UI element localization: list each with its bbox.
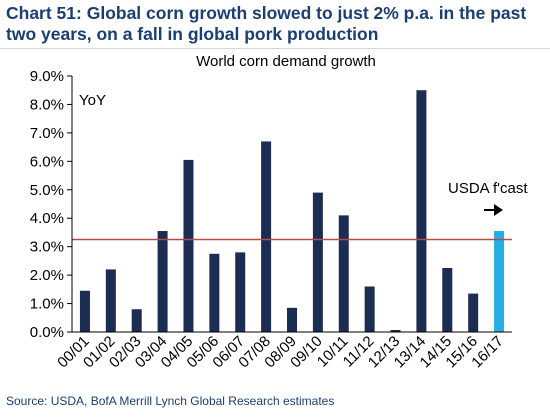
bar [235,252,246,332]
forecast-annotation: USDA f'cast [448,180,528,197]
y-tick-label: 7.0% [30,125,64,142]
bar [468,293,479,332]
unit-label: YoY [79,92,106,109]
bar [105,269,116,332]
y-tick-label: 3.0% [30,239,64,256]
y-tick-label: 9.0% [30,68,64,85]
bar [131,309,142,332]
bar [390,330,401,332]
y-tick-label: 0.0% [30,324,64,341]
bar [183,159,194,332]
y-tick-label: 2.0% [30,267,64,284]
title-divider [0,48,550,49]
bar [442,268,453,332]
bar [287,307,297,332]
y-tick-label: 4.0% [30,210,64,227]
bar [157,231,168,332]
forecast-arrow-icon [484,204,503,216]
chart-title: World corn demand growth [196,53,376,70]
page-title: Chart 51: Global corn growth slowed to j… [6,3,527,44]
y-tick-label: 1.0% [30,296,64,313]
y-tick-label: 5.0% [30,182,64,199]
bar [338,215,349,332]
source-note: Source: USDA, BofA Merrill Lynch Global … [6,394,335,408]
bar [79,290,90,332]
bar [209,253,220,332]
bar [261,141,272,332]
y-tick-label: 8.0% [30,96,64,113]
y-tick-label: 6.0% [30,153,64,170]
forecast-bar [494,231,505,332]
bar [416,90,427,332]
bar [364,286,375,332]
bar [312,192,323,332]
